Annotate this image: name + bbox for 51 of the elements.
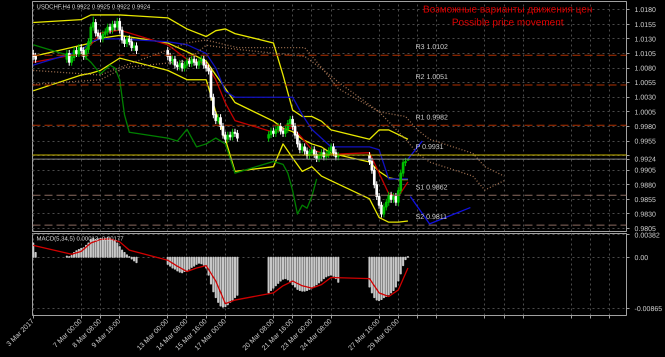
candlestick — [318, 152, 320, 163]
candlestick — [190, 55, 194, 68]
candlestick — [387, 191, 390, 206]
line-series — [32, 238, 409, 304]
candlestick — [231, 128, 234, 141]
candlestick — [198, 57, 200, 70]
annotation: Possible price movement — [452, 18, 564, 28]
candlestick — [226, 131, 230, 144]
candlestick — [111, 20, 114, 34]
candlestick — [183, 61, 186, 72]
candlestick — [310, 146, 314, 157]
candlestick — [382, 202, 386, 218]
candlestick — [130, 38, 134, 52]
candlestick — [392, 192, 395, 204]
candlestick — [114, 20, 116, 32]
candlestick — [276, 122, 280, 134]
candlestick — [75, 46, 78, 58]
candlestick — [303, 142, 306, 155]
candlestick — [108, 23, 112, 34]
candlestick — [394, 192, 398, 206]
line-series — [32, 57, 409, 223]
candlestick — [272, 127, 275, 138]
candlestick — [188, 57, 191, 68]
candlestick — [72, 46, 76, 62]
candlestick — [202, 55, 206, 70]
candlestick — [332, 142, 335, 157]
candlestick — [236, 129, 239, 142]
line-series — [32, 44, 318, 215]
candlestick — [300, 142, 304, 154]
candlestick — [34, 52, 37, 64]
candlestick — [279, 122, 282, 136]
candlestick — [135, 42, 138, 55]
candlestick — [267, 130, 270, 142]
candlestick — [178, 59, 182, 71]
candlestick — [274, 125, 278, 138]
candlestick — [186, 57, 188, 70]
candlestick — [78, 44, 80, 58]
line-series — [32, 14, 409, 140]
candlestick — [195, 58, 198, 70]
candlestick — [104, 28, 107, 38]
candlestick — [102, 30, 104, 43]
candlestick — [174, 55, 176, 70]
candlestick — [270, 127, 272, 139]
candlestick — [116, 17, 119, 32]
candlestick — [126, 34, 128, 48]
candlestick — [99, 32, 102, 43]
candlestick — [330, 142, 332, 155]
candlestick — [66, 49, 68, 64]
annotation: Возможные варианты движения цен — [423, 4, 592, 16]
candlestick — [94, 18, 98, 38]
candlestick — [282, 127, 284, 138]
